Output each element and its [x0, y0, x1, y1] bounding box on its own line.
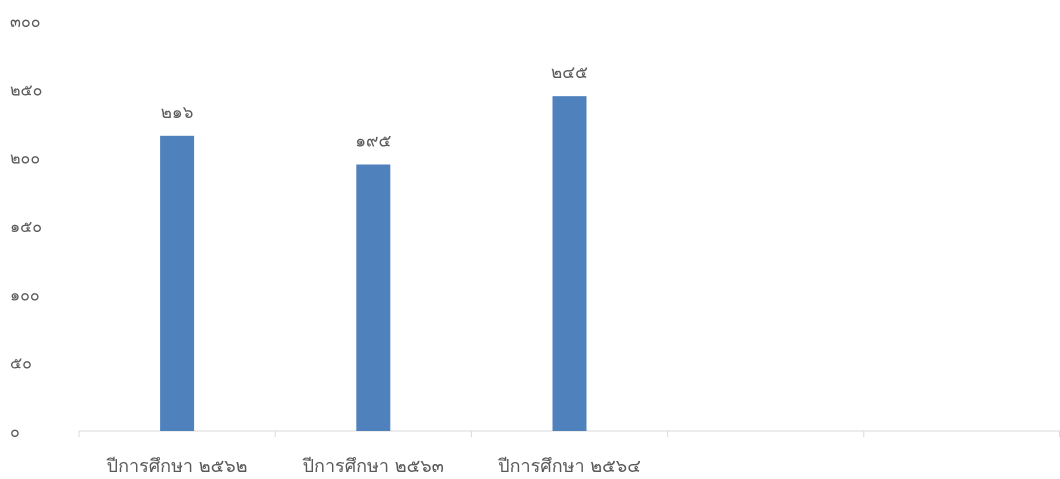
category-label: ปีการศึกษา ๒๕๖๓: [302, 456, 444, 477]
data-label: ๒๔๕: [551, 63, 588, 83]
x-axis-tick-marks: [78, 431, 1060, 437]
y-tick-label: ๑๐๐: [10, 285, 40, 304]
category-labels: ปีการศึกษา ๒๕๖๒ ปีการศึกษา ๒๕๖๓ ปีการศึกษา…: [106, 456, 641, 477]
y-tick-label: ๒๕๐: [10, 80, 42, 99]
bar: [356, 164, 391, 431]
category-label: ปีการศึกษา ๒๕๖๒: [106, 456, 247, 477]
y-axis-tick-labels: ๐ ๕๐ ๑๐๐ ๑๕๐ ๒๐๐ ๒๕๐ ๓๐๐: [10, 12, 42, 441]
y-tick-label: ๓๐๐: [10, 12, 40, 31]
bars: [160, 96, 587, 432]
y-tick-label: ๒๐๐: [10, 149, 40, 168]
y-tick-label: ๑๕๐: [10, 217, 42, 236]
data-label: ๒๑๖: [161, 103, 194, 123]
data-label: ๑๙๕: [355, 132, 391, 152]
y-tick-label: ๐: [10, 422, 20, 441]
category-label: ปีการศึกษา ๒๕๖๔: [498, 456, 641, 477]
bar: [160, 135, 195, 432]
y-tick-label: ๕๐: [10, 354, 32, 373]
bar: [552, 96, 587, 432]
